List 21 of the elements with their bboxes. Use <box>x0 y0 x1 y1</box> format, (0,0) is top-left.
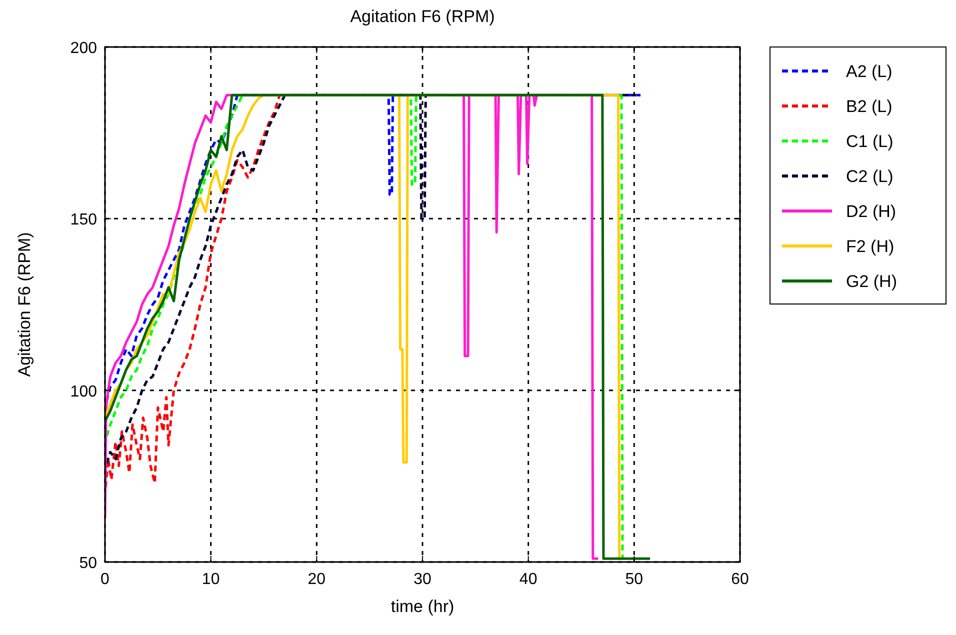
y-tick-label: 150 <box>70 212 98 229</box>
y-tick-label: 100 <box>70 383 98 400</box>
x-tick-label: 40 <box>519 571 538 588</box>
y-tick-label: 200 <box>70 40 98 57</box>
legend-label: F2 (H) <box>846 237 894 256</box>
x-axis-title: time (hr) <box>390 597 454 616</box>
chart-title: Agitation F6 (RPM) <box>350 7 495 26</box>
x-tick-label: 60 <box>731 571 749 588</box>
x-tick-label: 10 <box>202 571 220 588</box>
x-tick-label: 0 <box>100 571 110 588</box>
legend-label: A2 (L) <box>846 62 892 81</box>
x-tick-label: 50 <box>625 571 644 588</box>
y-tick-label: 50 <box>79 555 98 572</box>
legend-label: C2 (L) <box>846 167 894 186</box>
legend-label: G2 (H) <box>846 272 897 291</box>
x-tick-label: 30 <box>414 571 432 588</box>
x-tick-label: 20 <box>308 571 326 588</box>
legend-label: D2 (H) <box>846 202 896 221</box>
legend-label: C1 (L) <box>846 132 894 151</box>
y-axis-title: Agitation F6 (RPM) <box>15 232 34 377</box>
legend-label: B2 (L) <box>846 97 892 116</box>
